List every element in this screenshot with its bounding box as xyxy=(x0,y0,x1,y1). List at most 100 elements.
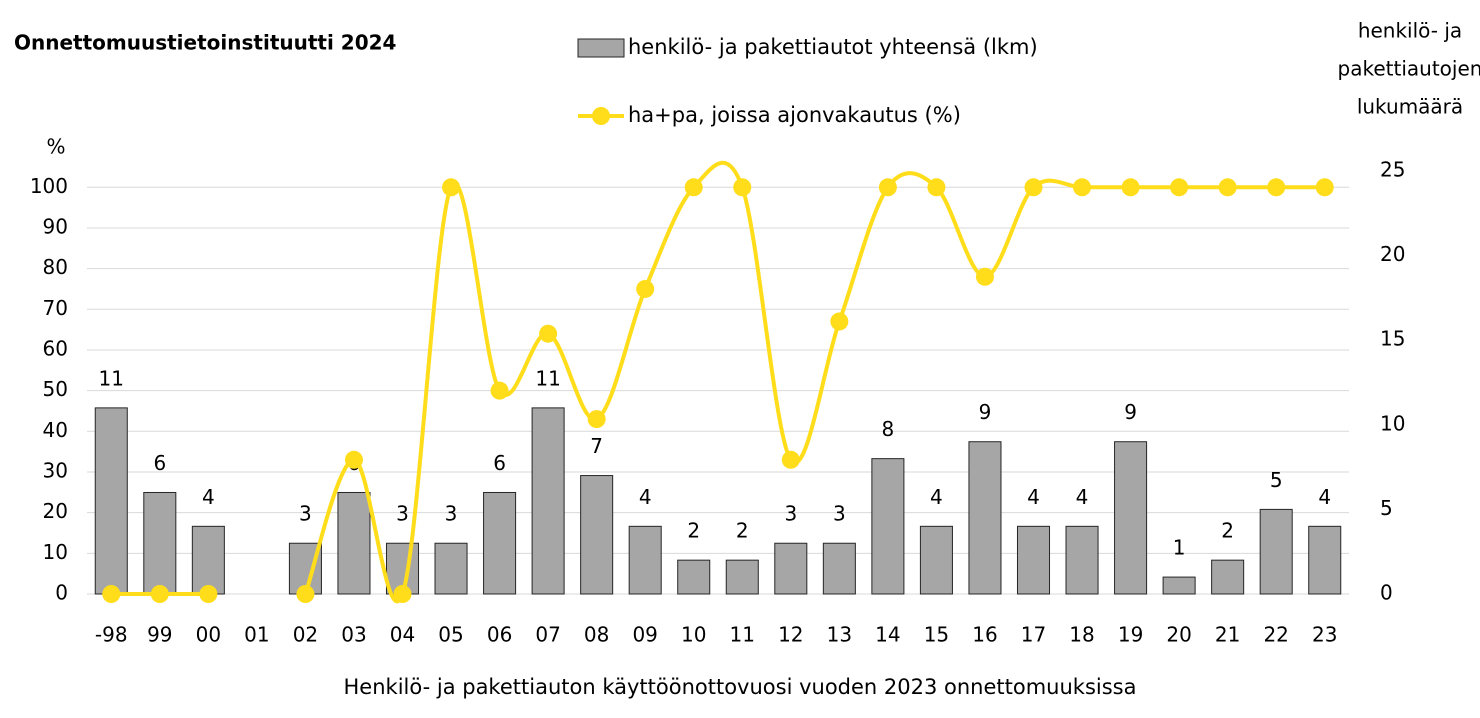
bar xyxy=(919,525,953,595)
bar xyxy=(1259,508,1293,595)
data-label: 5 xyxy=(1270,468,1283,492)
data-label: 4 xyxy=(202,485,215,509)
data-label: 2 xyxy=(1221,519,1234,543)
data-label: 4 xyxy=(930,485,943,509)
y-tick-label: 90 xyxy=(43,214,68,238)
line-marker xyxy=(781,450,800,469)
data-label: 4 xyxy=(1076,485,1089,509)
bar xyxy=(1065,525,1099,595)
y-tick-label: 60 xyxy=(43,336,68,360)
x-tick-label: 11 xyxy=(730,623,755,647)
bar xyxy=(580,475,614,595)
x-tick-label: 16 xyxy=(972,623,997,647)
y-tick-label: 0 xyxy=(55,581,68,605)
x-tick-label: 03 xyxy=(341,623,366,647)
data-label: 1 xyxy=(1173,536,1186,560)
line-marker xyxy=(878,178,897,197)
x-tick-label: 02 xyxy=(293,623,318,647)
line-marker xyxy=(684,178,703,197)
bar xyxy=(822,542,856,595)
y-tick-label: 100 xyxy=(30,174,68,198)
x-tick-label: 05 xyxy=(438,623,463,647)
bar xyxy=(1016,525,1051,595)
y-axis-label: % xyxy=(46,135,65,159)
line-marker xyxy=(1121,178,1140,197)
x-tick-label: 14 xyxy=(875,623,900,647)
line-marker xyxy=(1024,178,1043,197)
line-marker xyxy=(1170,178,1189,197)
bar xyxy=(871,458,905,595)
x-tick-label: 00 xyxy=(196,623,221,647)
line-marker xyxy=(102,585,121,603)
bar xyxy=(143,491,177,595)
data-label: 3 xyxy=(396,502,409,526)
x-tick-label: -98 xyxy=(95,623,128,647)
x-tick-label: 23 xyxy=(1312,623,1337,647)
legend-label: henkilö- ja pakettiautot yhteensä (lkm) xyxy=(628,35,1038,59)
x-tick-label: 12 xyxy=(778,623,803,647)
bar xyxy=(1308,525,1342,595)
x-tick-label: 01 xyxy=(244,623,269,647)
data-label: 4 xyxy=(639,485,652,509)
bar xyxy=(968,441,1002,595)
bar xyxy=(434,542,468,595)
line-marker xyxy=(1073,178,1092,197)
data-label: 6 xyxy=(493,451,506,475)
x-tick-label: 09 xyxy=(632,623,657,647)
data-label: 4 xyxy=(1027,485,1040,509)
y2-tick-label: 20 xyxy=(1380,242,1405,266)
x-tick-label: 20 xyxy=(1166,623,1191,647)
bar xyxy=(1162,576,1196,595)
line-marker xyxy=(975,267,994,286)
line-marker xyxy=(490,381,509,400)
data-label: 3 xyxy=(784,502,797,526)
line-marker xyxy=(1267,178,1286,197)
legend-label: ha+pa, joissa ajonvakautus (%) xyxy=(628,103,961,127)
bar xyxy=(483,491,517,595)
line-marker xyxy=(539,324,558,343)
legend-swatch xyxy=(592,107,610,125)
y-tick-label: 80 xyxy=(43,255,68,279)
line-marker xyxy=(442,178,461,197)
x-tick-label: 08 xyxy=(584,623,609,647)
data-label: 11 xyxy=(535,366,560,390)
line-marker xyxy=(733,178,752,197)
x-tick-label: 18 xyxy=(1069,623,1094,647)
line-marker xyxy=(199,585,218,603)
y2-tick-label: 15 xyxy=(1380,327,1405,351)
line-marker xyxy=(636,279,655,298)
y2-tick-label: 5 xyxy=(1380,496,1393,520)
y-tick-label: 10 xyxy=(43,540,68,564)
data-label: 11 xyxy=(99,366,124,390)
y2-axis-label: henkilö- ja xyxy=(1358,19,1462,43)
y2-axis-label: lukumäärä xyxy=(1357,95,1463,119)
data-label: 9 xyxy=(979,400,992,424)
data-label: 3 xyxy=(833,502,846,526)
line-marker xyxy=(393,585,412,603)
line-marker xyxy=(344,450,363,469)
y2-tick-label: 10 xyxy=(1380,411,1405,435)
line-marker xyxy=(830,312,849,331)
bar xyxy=(725,559,759,595)
bar xyxy=(677,559,711,595)
data-label: 9 xyxy=(1124,400,1137,424)
x-tick-label: 17 xyxy=(1021,623,1046,647)
x-tick-label: 06 xyxy=(487,623,512,647)
x-tick-label: 13 xyxy=(827,623,852,647)
bar xyxy=(1211,559,1245,595)
x-tick-label: 10 xyxy=(681,623,706,647)
x-tick-label: 19 xyxy=(1118,623,1143,647)
line-marker xyxy=(296,585,315,603)
y-tick-label: 30 xyxy=(43,458,68,482)
line-marker xyxy=(1315,178,1334,197)
bar xyxy=(191,525,225,595)
legend-swatch xyxy=(577,38,625,58)
data-label: 6 xyxy=(153,451,166,475)
data-label: 8 xyxy=(882,417,895,441)
data-label: 3 xyxy=(445,502,458,526)
line-marker xyxy=(150,585,169,603)
x-tick-label: 15 xyxy=(924,623,949,647)
y2-tick-label: 25 xyxy=(1380,158,1405,182)
